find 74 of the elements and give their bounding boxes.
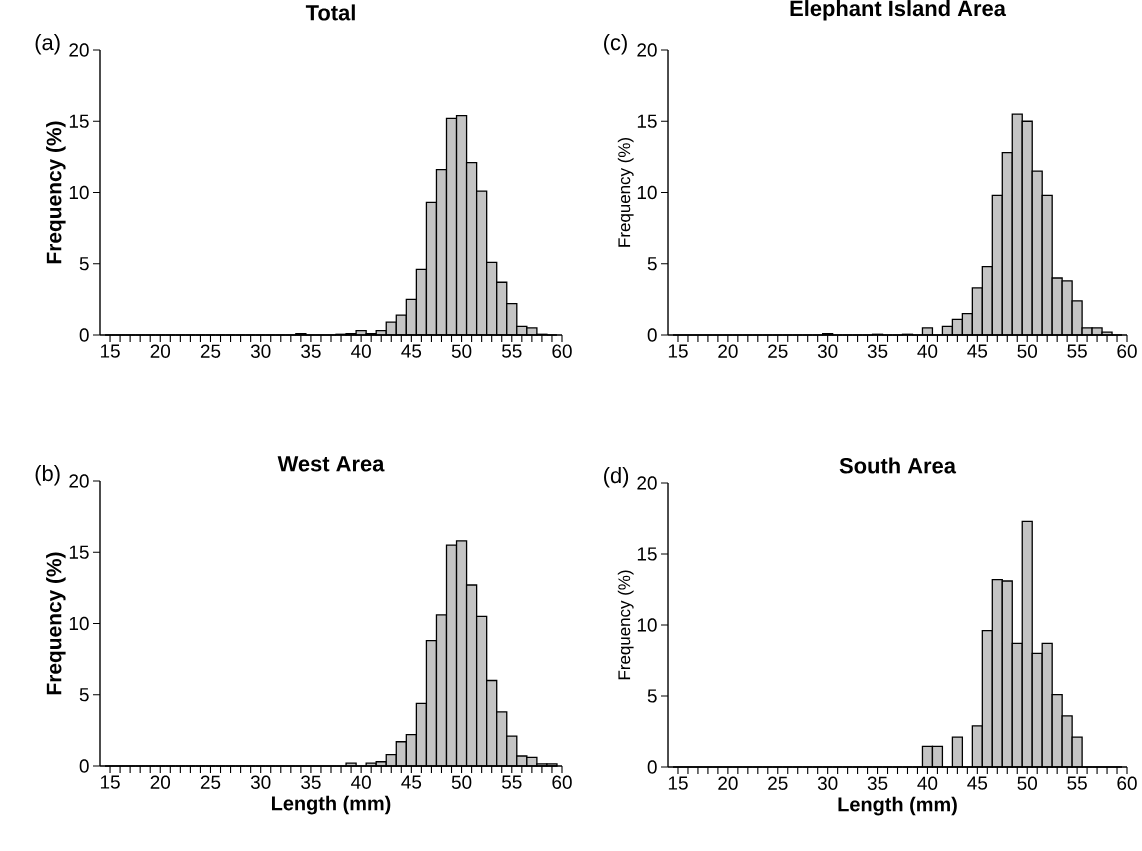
x-tick-label: 40 [917,344,938,358]
y-tick-label: 5 [647,689,657,703]
x-tick-label: 50 [1017,344,1037,358]
y-tick-label: 10 [69,616,89,631]
x-tick-label: 45 [401,775,422,789]
y-tick-label: 10 [637,618,657,632]
x-tick-label: 15 [100,344,120,358]
chart-title: Elephant Island Area [790,0,1007,21]
x-tick-label: 30 [250,344,271,358]
y-tick-label: 15 [69,545,89,559]
x-tick-label: 15 [668,776,688,790]
x-tick-label: 20 [718,344,738,358]
y-tick-label: 15 [637,114,657,128]
y-axis-title: Frequency (%) [617,570,634,680]
y-tick-label: 0 [647,760,657,774]
x-tick-label: 50 [451,775,472,789]
x-tick-label: 40 [351,775,371,789]
x-tick-label: 60 [552,775,572,789]
text: (c) [604,34,627,55]
x-tick-label: 45 [967,344,988,358]
y-tick-label: 20 [637,43,657,57]
x-tick-label: 50 [1017,776,1037,790]
x-tick-label: 60 [1117,776,1137,790]
y-tick-label: 20 [69,43,89,57]
x-tick-label: 25 [768,344,788,358]
x-tick-label: 15 [100,775,120,789]
y-tick-label: 10 [69,185,89,200]
y-tick-label: 20 [637,476,657,490]
x-tick-label: 55 [502,775,522,789]
x-tick-label: 55 [1067,776,1087,790]
y-tick-label: 5 [79,688,89,702]
x-tick-label: 60 [552,344,572,358]
text: (a) [35,34,60,55]
y-tick-label: 5 [647,257,657,271]
y-tick-label: 0 [79,759,89,773]
x-tick-label: 25 [200,775,221,789]
x-tick-label: 15 [668,344,688,358]
x-tick-label: 55 [502,344,522,358]
x-tick-label: 45 [967,776,988,790]
y-tick-label: 15 [637,547,657,561]
y-tick-label: 5 [79,257,89,271]
x-tick-label: 25 [768,776,788,790]
y-tick-label: 10 [637,185,657,200]
x-axis-title: Length (mm) [838,796,957,816]
y-axis-title: Frequency (%) [46,552,66,695]
x-tick-label: 40 [351,344,371,358]
x-tick-label: 30 [817,776,838,790]
x-tick-label: 30 [817,344,838,358]
x-tick-label: 20 [718,776,738,790]
x-tick-label: 20 [150,344,171,358]
x-tick-label: 35 [301,344,321,358]
x-tick-label: 35 [867,344,888,358]
x-tick-label: 40 [917,776,938,790]
x-tick-label: 55 [1067,344,1087,358]
x-tick-label: 30 [250,775,271,789]
x-tick-label: 50 [451,344,472,358]
x-axis-title: Length (mm) [272,795,391,815]
y-axis-title: Frequency (%) [617,138,634,247]
x-tick-label: 25 [200,344,221,358]
x-tick-label: 20 [150,775,171,789]
text: (d) [604,467,629,488]
x-tick-label: 60 [1117,344,1137,358]
y-tick-label: 0 [79,328,89,342]
chart-title: West Area [277,456,385,472]
y-tick-label: 0 [647,328,657,342]
x-tick-label: 35 [867,776,888,790]
x-tick-label: 35 [301,775,321,789]
chart-title: South Area [839,457,957,474]
y-axis-title: Frequency (%) [46,121,66,264]
y-tick-label: 15 [69,114,89,128]
chart-title: Total [305,4,355,21]
text: (b) [35,465,60,486]
x-tick-label: 45 [401,344,422,358]
y-tick-label: 20 [69,474,89,488]
